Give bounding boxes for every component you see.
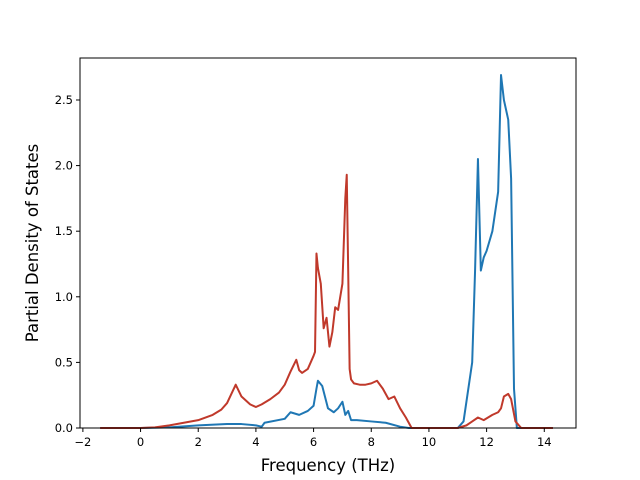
x-tick-label: 4 bbox=[252, 435, 259, 449]
x-axis-title: Frequency (THz) bbox=[261, 456, 396, 475]
x-axis: −2 0 2 4 6 8 10 12 14 bbox=[74, 428, 552, 449]
series-line-2 bbox=[100, 173, 553, 429]
x-tick-label: 8 bbox=[368, 435, 375, 449]
y-axis: 0.0 0.5 1.0 1.5 2.0 2.5 bbox=[55, 93, 80, 435]
x-tick-label: −2 bbox=[74, 435, 91, 449]
y-tick-label: 2.5 bbox=[55, 93, 73, 107]
y-axis-title: Partial Density of States bbox=[23, 144, 42, 343]
y-tick-label: 0.5 bbox=[55, 355, 73, 369]
x-tick-label: 2 bbox=[195, 435, 202, 449]
x-tick-label: 12 bbox=[479, 435, 494, 449]
plot-area bbox=[100, 74, 553, 429]
y-tick-label: 1.5 bbox=[55, 224, 73, 238]
y-tick-label: 1.0 bbox=[55, 290, 73, 304]
x-tick-label: 14 bbox=[537, 435, 552, 449]
x-tick-label: 6 bbox=[310, 435, 317, 449]
y-tick-label: 0.0 bbox=[55, 421, 73, 435]
x-tick-label: 10 bbox=[422, 435, 437, 449]
series-line-1 bbox=[100, 74, 553, 429]
x-tick-label: 0 bbox=[137, 435, 144, 449]
axes-frame bbox=[79, 57, 577, 429]
y-tick-label: 2.0 bbox=[55, 159, 73, 173]
